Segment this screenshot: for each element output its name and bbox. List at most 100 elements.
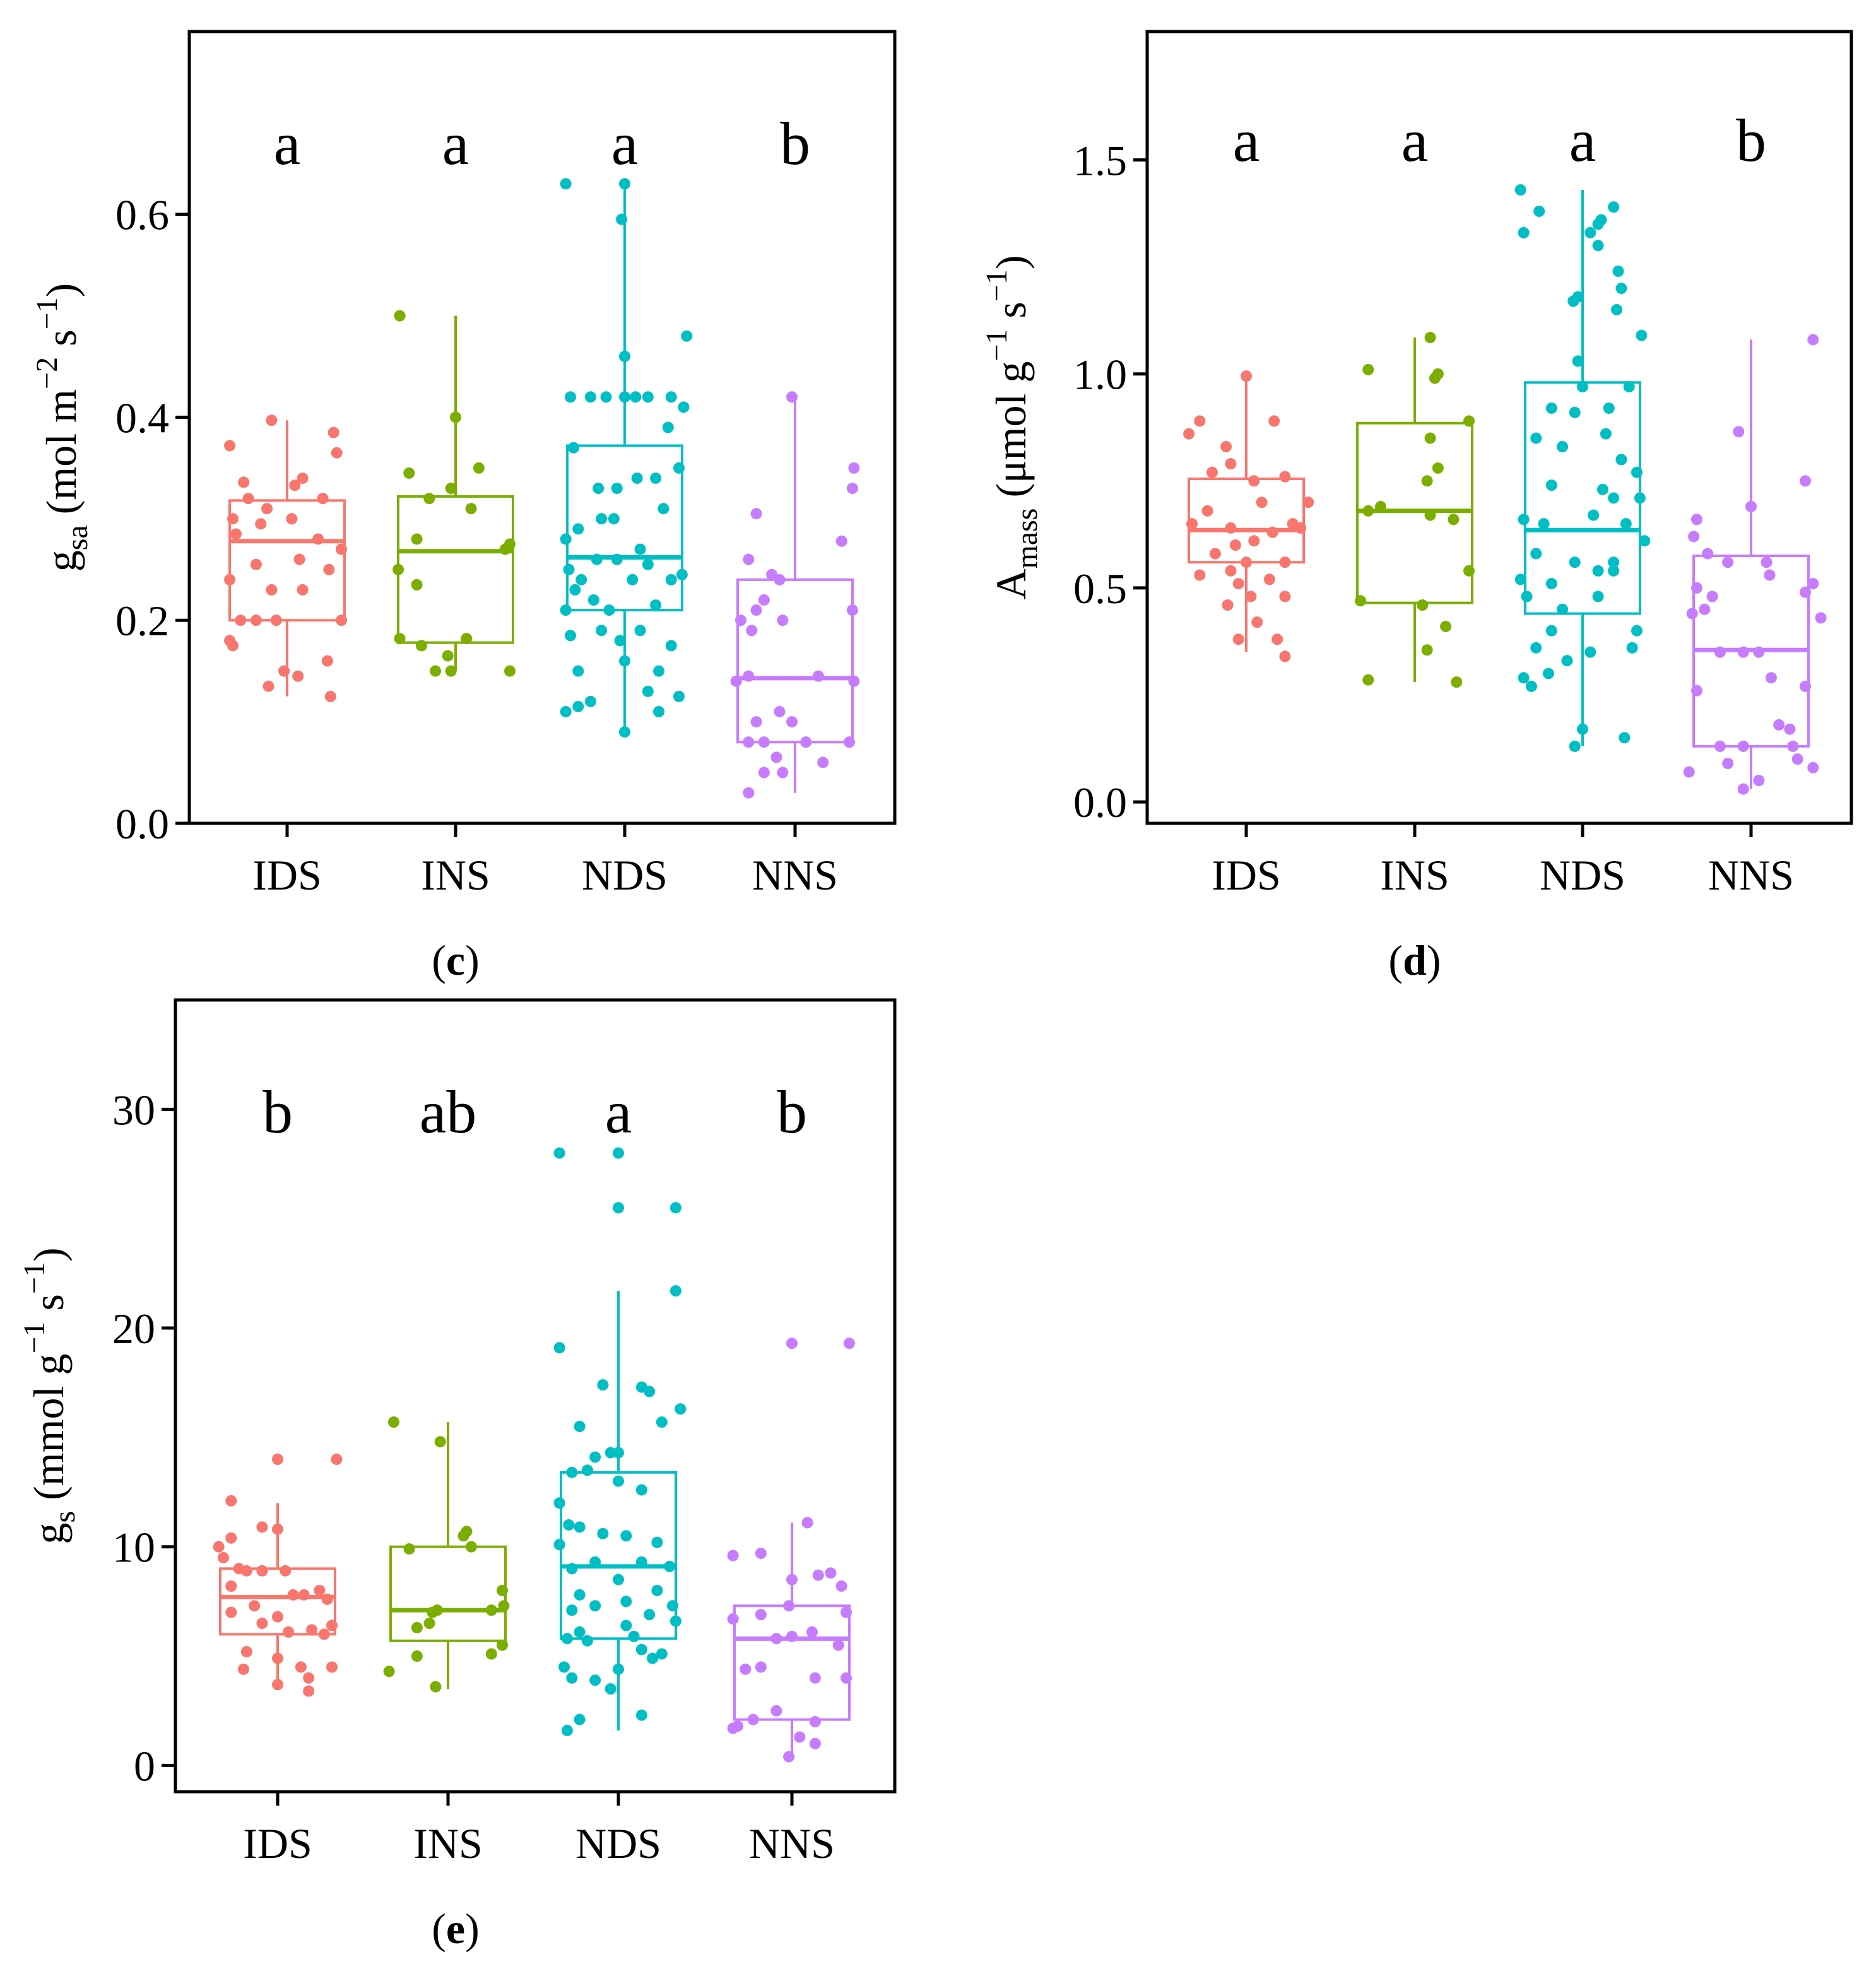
panel-d-data-point: [1603, 402, 1615, 414]
panel-c-data-point: [224, 573, 236, 585]
panel-c-data-point: [653, 665, 665, 677]
panel-d-data-point: [1608, 201, 1620, 213]
panel-e-data-point: [496, 1585, 508, 1597]
panel-d-data-point: [1421, 644, 1433, 656]
panel-c-data-point: [331, 447, 343, 459]
panel-e-data-point: [423, 1618, 435, 1630]
panel-d-data-point: [1595, 214, 1607, 226]
panel-d-data-point: [1186, 518, 1198, 530]
panel-c-data-point: [238, 476, 250, 488]
panel-c-data-point: [650, 599, 662, 611]
panel-d-data-point: [1584, 646, 1596, 658]
panel-c-data-point: [774, 706, 786, 718]
panel-e-y-tick-label: 20: [112, 1305, 155, 1353]
panel-e-data-point: [457, 1530, 469, 1542]
panel-d-data-point: [1615, 283, 1627, 295]
panel-c-data-point: [324, 690, 336, 702]
panel-d-data-point: [1784, 723, 1796, 735]
panel-e-data-point: [388, 1416, 400, 1428]
panel-c-data-point: [323, 563, 335, 575]
panel-c-data-point: [335, 543, 347, 555]
panel-d-box: [1188, 477, 1305, 564]
panel-c-data-point: [642, 685, 654, 697]
panel-c-data-point: [235, 614, 247, 626]
panel-c-data-point: [450, 411, 461, 423]
panel-d-data-point: [1518, 226, 1530, 238]
panel-d-data-point: [1225, 458, 1237, 470]
panel-d-data-point: [1183, 428, 1195, 440]
panel-e-ylabel-sup1: −1: [18, 1322, 51, 1354]
panel-d-data-point: [1545, 402, 1557, 414]
panel-e-data-point: [553, 1497, 565, 1509]
panel-d-x-category-label: NNS: [1708, 851, 1794, 899]
panel-c-data-point: [415, 640, 427, 652]
panel-c-data-point: [750, 716, 762, 728]
panel-d-ylabel-sup1: −1: [980, 329, 1013, 361]
panel-c-data-point: [619, 655, 630, 667]
panel-e-data-point: [498, 1600, 510, 1612]
panel-e-data-point: [574, 1713, 586, 1725]
panel-e-data-point: [755, 1661, 767, 1673]
panel-d-data-point: [1686, 608, 1698, 620]
panel-e-data-point: [840, 1672, 852, 1684]
panel-c-data-point: [270, 614, 282, 626]
panel-e-data-point: [213, 1541, 225, 1553]
panel-e-data-point: [809, 1737, 821, 1749]
panel-e-data-point: [613, 1663, 624, 1675]
panel-d-data-point: [1220, 441, 1232, 453]
panel-e-data-point: [613, 1447, 624, 1459]
panel-c-data-point: [563, 563, 575, 575]
panel-d-data-point: [1518, 672, 1530, 684]
panel-d-data-point: [1631, 466, 1643, 478]
panel-e-data-point: [843, 1337, 855, 1349]
panel-d-frame: [1145, 30, 1853, 825]
panel-e-data-point: [635, 1643, 647, 1655]
panel-e-data-point: [574, 1589, 586, 1601]
panel-c-data-point: [261, 503, 273, 515]
panel-d-data-point: [1302, 497, 1314, 508]
panel-c-data-point: [777, 614, 789, 626]
panel-d-data-point: [1206, 466, 1218, 478]
panel-e-data-point: [740, 1663, 752, 1675]
panel-e-data-point: [434, 1436, 446, 1448]
panel-c-data-point: [611, 483, 623, 495]
panel-c-data-point: [242, 493, 254, 505]
panel-e-data-point: [581, 1635, 593, 1647]
panel-c-data-point: [619, 391, 630, 403]
panel-d-data-point: [1608, 492, 1620, 504]
panel-e-data-point: [574, 1521, 586, 1533]
panel-d-data-point: [1268, 415, 1280, 427]
panel-e-data-point: [589, 1556, 601, 1568]
panel-d-data-point: [1807, 334, 1819, 346]
panel-c-data-point: [312, 533, 324, 545]
panel-e-data-point: [485, 1648, 497, 1660]
panel-d-ylabel-unit-mid: s: [987, 302, 1035, 329]
panel-c-ylabel-unit-mid: s: [37, 329, 85, 356]
panel-e-data-point: [411, 1621, 423, 1633]
panel-d-data-point: [1424, 432, 1436, 444]
panel-e-data-point: [770, 1705, 782, 1717]
panel-d-data-point: [1626, 642, 1638, 654]
panel-d-data-point: [1714, 646, 1726, 658]
panel-c-data-point: [611, 553, 623, 565]
panel-c-data-point: [572, 700, 584, 712]
panel-e-data-point: [465, 1541, 477, 1553]
panel-d-data-point: [1815, 612, 1827, 624]
panel-d-data-point: [1271, 633, 1283, 645]
panel-e-data-point: [240, 1646, 252, 1658]
panel-c-x-category-label: IDS: [252, 851, 322, 899]
panel-e-data-point: [732, 1720, 744, 1732]
panel-c-data-point: [230, 528, 242, 540]
panel-e-data-point: [644, 1385, 656, 1397]
panel-d-data-point: [1229, 539, 1241, 551]
panel-e-y-axis-label: gs (mmol g−1 s−1): [18, 1247, 81, 1544]
panel-e-data-point: [613, 1202, 624, 1214]
panel-e-data-point: [628, 1630, 640, 1642]
panel-c-significance-letter: a: [611, 110, 639, 177]
panel-d-data-point: [1232, 578, 1244, 590]
panel-c-data-point: [817, 756, 829, 768]
panel-e-data-point: [806, 1626, 818, 1638]
panel-d-box: [1524, 381, 1641, 615]
panel-e-data-point: [613, 1147, 624, 1159]
panel-c-data-point: [642, 558, 654, 570]
